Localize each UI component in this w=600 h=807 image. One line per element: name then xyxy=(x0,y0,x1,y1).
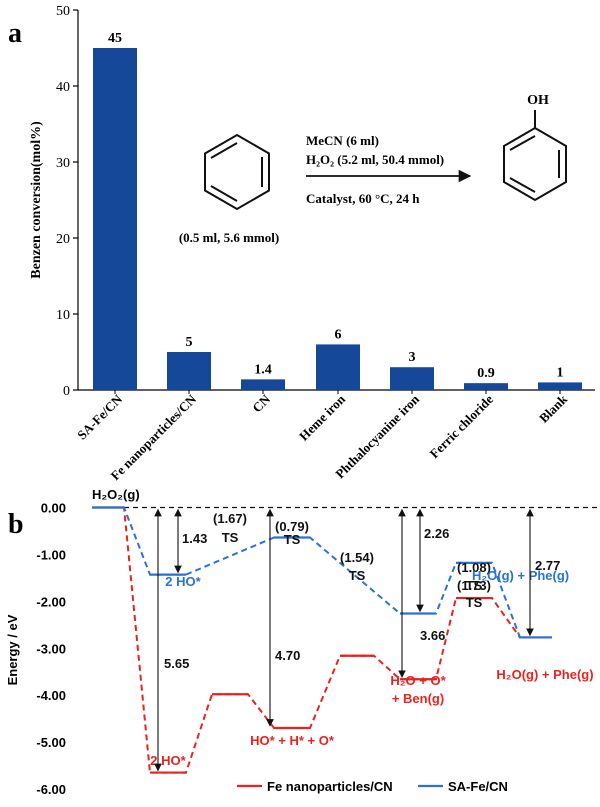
bar xyxy=(390,367,434,390)
bar-value-label: 3 xyxy=(409,350,416,365)
panel-a-y-tick-label: 50 xyxy=(56,4,70,19)
barrier-label: (1.08) xyxy=(457,560,491,575)
panel-a-y-tick-label: 30 xyxy=(56,156,70,171)
condition-solvent: MeCN (6 ml) xyxy=(306,133,379,148)
state-label: H₂O + O* xyxy=(390,673,446,688)
panel-b-y-axis: 0.00 -1.00 -2.00 -3.00 -4.00 -5.00 -6.00 xyxy=(36,501,66,798)
panel-b-y-tick-label: -2.00 xyxy=(36,594,66,609)
legend-label-sa-fe: SA-Fe/CN xyxy=(448,779,508,794)
condition-catalyst: Catalyst, 60 °C, 24 h xyxy=(306,191,420,206)
ts-label: TS xyxy=(466,595,483,610)
panel-a-y-axis-title: Benzen conversion(mol%) xyxy=(29,121,44,279)
panel-b-legend: Fe nanoparticles/CN SA-Fe/CN xyxy=(237,779,508,794)
panel-b-y-tick-label: 0.00 xyxy=(41,501,66,516)
bar xyxy=(464,383,508,390)
panel-b-y-tick-label: -1.00 xyxy=(36,547,66,562)
bar-value-label: 6 xyxy=(335,327,342,342)
panel-a-y-tick-label: 10 xyxy=(56,308,70,323)
phenol-structure xyxy=(503,110,567,202)
panel-b-energy-diagram: b 0.00 -1.00 -2.00 -3.00 -4.00 -5.00 -6.00 Ene… xyxy=(5,487,598,797)
panel-b-energy-arrows: 1.43 5.65 4.70 2.26 3.66 2.77 xyxy=(154,508,560,772)
panel-a-x-tick-label: Phthalocyanine iron xyxy=(332,391,422,481)
state-label: 2 HO* xyxy=(165,574,201,589)
panel-a-x-tick-label: Ferric chloride xyxy=(427,391,497,461)
bar xyxy=(167,352,211,390)
panel-a-x-tick-label: Heme iron xyxy=(296,391,349,444)
ts-label: TS xyxy=(284,532,301,547)
barrier-label: (1.54) xyxy=(340,550,374,565)
energy-difference-label: 2.26 xyxy=(424,526,449,541)
ts-label: TS xyxy=(222,530,239,545)
panel-b-y-tick-label: -3.00 xyxy=(36,641,66,656)
panel-a-x-tick-label: SA-Fe/CN xyxy=(74,391,125,442)
energy-difference-label: 3.66 xyxy=(420,628,445,643)
energy-path-fe-nanoparticles xyxy=(92,506,552,774)
barrier-label: (0.79) xyxy=(275,519,309,534)
start-label: H₂O₂(g) xyxy=(92,487,140,502)
energy-difference-label: 5.65 xyxy=(164,656,189,671)
bar-value-label: 1.4 xyxy=(254,362,272,377)
panel-b-y-tick-label: -4.00 xyxy=(36,688,66,703)
panel-b-y-axis-title: Energy / eV xyxy=(5,614,20,685)
ts-label: TS xyxy=(349,568,366,583)
panel-a-x-tick-label: CN xyxy=(249,391,273,415)
barrier-label: (1.67) xyxy=(213,511,247,526)
panel-a-bars: 45 5 1.4 6 3 0.9 1 xyxy=(93,31,582,390)
benzene-structure xyxy=(204,133,270,211)
bar xyxy=(538,382,582,390)
final-state-label: H₂O(g) + Phe(g) xyxy=(472,568,569,583)
bar-value-label: 45 xyxy=(108,31,122,46)
panel-a-y-tick-label: 0 xyxy=(63,384,70,399)
panel-a-bar-chart: a 0 10 20 30 40 50 Benzen conversion(mol%) 45… xyxy=(8,4,595,483)
state-label: HO* + H* + O* xyxy=(250,733,335,748)
bar xyxy=(241,379,285,390)
panel-b-label: b xyxy=(8,509,24,540)
panel-a-label: a xyxy=(8,18,22,49)
reaction-inset: (0.5 ml, 5.6 mmol) MeCN (6 ml) H₂O₂ (5.2… xyxy=(179,93,567,245)
panel-b-series xyxy=(92,506,552,774)
energy-path-sa-fe xyxy=(92,506,552,639)
state-label-secondary: + Ben(g) xyxy=(392,691,444,706)
panel-a-x-tick-label: Blank xyxy=(536,391,571,426)
phenol-oh-label: OH xyxy=(527,93,549,108)
energy-difference-label: 4.70 xyxy=(275,648,300,663)
reactant-amount: (0.5 ml, 5.6 mmol) xyxy=(179,230,279,245)
state-label: H₂O(g) + Phe(g) xyxy=(496,667,593,682)
panel-b-y-tick-label: -6.00 xyxy=(36,782,66,797)
condition-oxidant: H₂O₂ (5.2 ml, 50.4 mmol) xyxy=(306,152,444,167)
panel-a-y-tick-label: 40 xyxy=(56,80,70,95)
panel-a-y-tick-label: 20 xyxy=(56,232,70,247)
bar xyxy=(93,48,137,390)
state-label: 2 HO* xyxy=(150,753,186,768)
legend-label-fe-nanoparticles: Fe nanoparticles/CN xyxy=(267,779,393,794)
energy-difference-label: 2.77 xyxy=(535,558,560,573)
panel-b-level-labels: 2 HO* TS (1.67) HO* + H* + O* TS (1.54) H₂O + … xyxy=(150,511,593,768)
bar-value-label: 1 xyxy=(557,365,564,380)
panel-a-y-axis: 0 10 20 30 40 50 xyxy=(56,4,79,399)
barrier-label: (1.73) xyxy=(457,578,491,593)
panel-b-y-tick-label: -5.00 xyxy=(36,735,66,750)
bar-value-label: 5 xyxy=(186,335,193,350)
bar-value-label: 0.9 xyxy=(477,366,495,381)
bar xyxy=(316,344,360,390)
energy-difference-label: 1.43 xyxy=(182,531,207,546)
ts-label: TS xyxy=(466,578,483,593)
